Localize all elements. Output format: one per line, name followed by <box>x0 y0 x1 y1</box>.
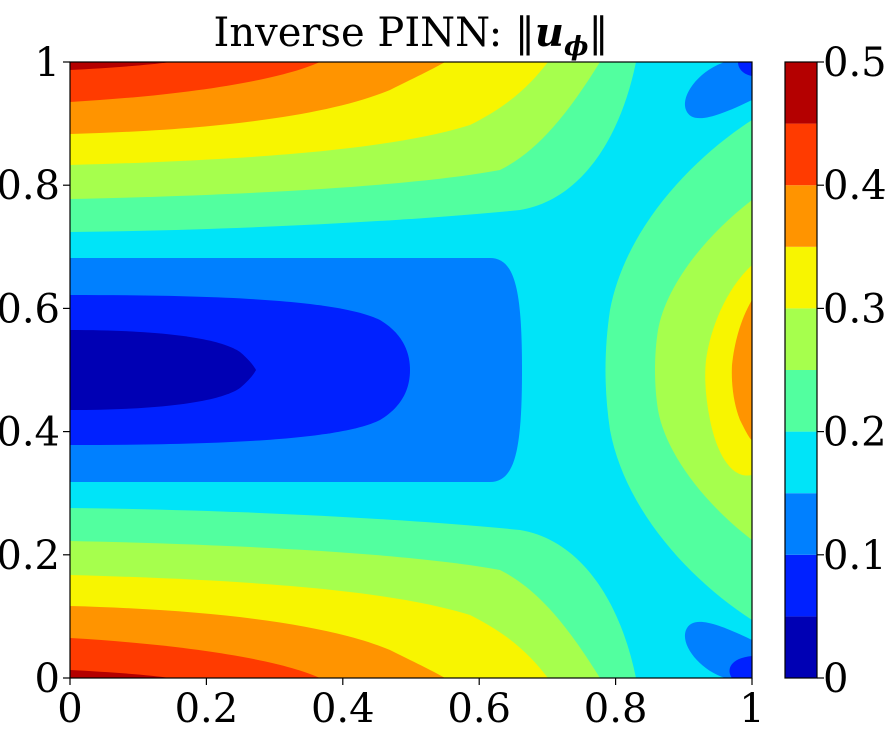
contour-band-0.40-lower <box>70 638 320 678</box>
contour-band-0.05-top-right <box>738 62 752 76</box>
colorbar-tick-label: 0 <box>823 656 848 702</box>
colorbar <box>785 62 817 678</box>
chart-title-bar-right: ‖ <box>588 10 608 56</box>
contour-band-0.30-right <box>705 265 752 476</box>
chart-title: Inverse PINN: ‖uϕ‖ <box>214 9 609 62</box>
x-axis: 0 0.2 0.4 0.6 0.8 1 <box>57 678 765 732</box>
y-tick-label: 1 <box>35 40 60 86</box>
y-tick-label: 0.6 <box>0 286 60 332</box>
x-tick-label: 0.2 <box>175 686 239 732</box>
colorbar-tick-label: 0.5 <box>823 40 886 86</box>
chart-title-bar-left: ‖ <box>515 10 535 56</box>
colorbar-band <box>785 493 817 555</box>
colorbar-tick-label: 0.1 <box>823 533 886 579</box>
y-tick-label: 0.8 <box>0 163 60 209</box>
colorbar-band <box>785 616 817 678</box>
colorbar-band <box>785 554 817 617</box>
colorbar-tick-label: 0.4 <box>823 163 886 209</box>
colorbar-band <box>785 370 817 432</box>
colorbar-tick-label: 0.3 <box>823 286 886 332</box>
contour-band-0.10-top-right <box>684 62 752 119</box>
y-axis: 0 0.2 0.4 0.6 0.8 1 <box>0 40 70 702</box>
x-tick-label: 0.4 <box>311 686 375 732</box>
colorbar-band <box>785 185 817 247</box>
colorbar-axis: 0 0.1 0.2 0.3 0.4 0.5 <box>817 40 886 702</box>
x-tick-label: 0.6 <box>447 686 511 732</box>
colorbar-band <box>785 246 817 309</box>
plot-frame <box>69 61 753 679</box>
x-tick-label: 1 <box>739 686 764 732</box>
contour-band-0.05-bottom-right <box>729 656 752 678</box>
colorbar-band <box>785 431 817 494</box>
colorbar-tick-label: 0.2 <box>823 410 886 456</box>
contour-band-0.45-upper <box>70 62 170 70</box>
y-tick-label: 0.4 <box>0 410 60 456</box>
contour-band-0.00-left <box>70 330 256 410</box>
y-tick-label: 0 <box>35 656 60 702</box>
contour-band-0.45-lower <box>70 670 170 678</box>
chart-title-prefix: Inverse PINN: <box>214 10 515 56</box>
colorbar-band <box>785 308 817 370</box>
colorbar-frame <box>784 61 818 679</box>
y-tick-label: 0.2 <box>0 533 60 579</box>
colorbar-band <box>785 62 817 124</box>
chart-title-subscript: ϕ <box>564 32 588 62</box>
contour-band-0.35-right <box>731 300 752 440</box>
x-tick-label: 0 <box>57 686 82 732</box>
x-tick-label: 0.8 <box>584 686 648 732</box>
colorbar-band <box>785 123 817 186</box>
chart-title-u: u <box>535 9 564 56</box>
contour-band-0.40-upper <box>70 62 320 102</box>
plot-area <box>70 62 752 678</box>
